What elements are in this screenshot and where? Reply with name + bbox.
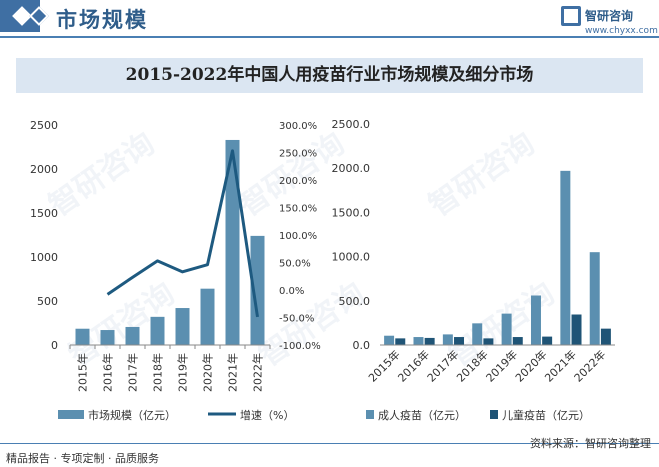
y-axis-tick-label: 1000.0 bbox=[332, 251, 371, 264]
x-axis-tick-label: 2017年 bbox=[424, 347, 461, 384]
y-axis-tick-label: 2000.0 bbox=[332, 162, 371, 175]
y-axis-tick-label: 500.0 bbox=[339, 295, 371, 308]
footer-divider bbox=[0, 443, 659, 444]
bar-adult bbox=[560, 170, 571, 345]
x-axis-tick-label: 2019年 bbox=[483, 347, 520, 384]
section-title: 市场规模 bbox=[56, 8, 148, 32]
bar-child bbox=[600, 328, 611, 345]
x-axis-tick-label: 2017年 bbox=[126, 353, 140, 392]
logo-icon bbox=[561, 6, 581, 26]
x-axis-tick-label: 2022年 bbox=[251, 353, 265, 392]
right-axis-tick-label: 50.0% bbox=[279, 259, 311, 270]
bar-child bbox=[512, 337, 523, 345]
header: 市场规模 智研咨询 www.chyxx.com bbox=[0, 0, 659, 40]
x-axis-tick-label: 2016年 bbox=[101, 353, 115, 392]
segment-chart: 0.0500.01000.01500.02000.02500.02015年201… bbox=[332, 118, 615, 422]
x-axis-tick-label: 2020年 bbox=[201, 353, 215, 392]
bar-adult bbox=[442, 334, 453, 345]
bar-adult bbox=[530, 295, 541, 345]
legend-label-adult: 成人疫苗（亿元） bbox=[378, 408, 466, 422]
bar-child bbox=[395, 338, 406, 345]
left-axis-tick-label: 1000 bbox=[30, 251, 58, 264]
footer: 精品报告 · 专项定制 · 品质服务 资料来源：智研咨询整理 bbox=[0, 437, 659, 467]
right-axis-tick-label: 100.0% bbox=[279, 231, 317, 242]
left-axis-tick-label: 1500 bbox=[30, 207, 58, 220]
right-axis-tick-label: 200.0% bbox=[279, 176, 317, 187]
x-axis-tick-label: 2022年 bbox=[571, 347, 608, 384]
left-axis-tick-label: 500 bbox=[37, 295, 58, 308]
bar-child bbox=[483, 338, 494, 345]
bar bbox=[225, 139, 240, 345]
header-divider bbox=[0, 36, 659, 38]
footer-tagline: 精品报告 · 专项定制 · 品质服务 bbox=[6, 452, 159, 465]
right-axis-tick-label: 300.0% bbox=[279, 121, 317, 132]
left-axis-tick-label: 2500 bbox=[30, 119, 58, 132]
y-axis-tick-label: 0.0 bbox=[353, 339, 371, 352]
bar bbox=[150, 316, 165, 345]
right-axis-tick-label: 0.0% bbox=[279, 286, 304, 297]
legend-swatch-child bbox=[490, 410, 498, 419]
bar-child bbox=[424, 337, 435, 345]
y-axis-tick-label: 1500.0 bbox=[332, 206, 371, 219]
bar bbox=[125, 326, 140, 345]
logo-name: 智研咨询 bbox=[585, 9, 634, 23]
bar bbox=[200, 288, 215, 345]
data-source: 资料来源：智研咨询整理 bbox=[530, 437, 651, 450]
legend-label-child: 儿童疫苗（亿元） bbox=[502, 408, 590, 422]
bar-adult bbox=[501, 313, 512, 345]
right-axis-tick-label: -100.0% bbox=[279, 341, 321, 352]
x-axis-tick-label: 2021年 bbox=[226, 353, 240, 392]
x-axis-tick-label: 2018年 bbox=[453, 347, 490, 384]
x-axis-tick-label: 2015年 bbox=[365, 347, 402, 384]
left-axis-tick-label: 2000 bbox=[30, 163, 58, 176]
bar bbox=[175, 308, 190, 345]
left-axis-tick-label: 0 bbox=[51, 339, 58, 352]
chart-title-box: 2015-2022年中国人用疫苗行业市场规模及细分市场 bbox=[16, 58, 643, 93]
bar-child bbox=[571, 314, 582, 345]
bar-adult bbox=[413, 337, 424, 345]
right-axis-tick-label: -50.0% bbox=[279, 314, 314, 325]
bar-child bbox=[454, 337, 465, 345]
growth-line bbox=[106, 149, 259, 318]
x-axis-tick-label: 2016年 bbox=[395, 347, 432, 384]
legend-label-growth: 增速（%） bbox=[240, 408, 294, 422]
logo-url: www.chyxx.com bbox=[585, 26, 658, 36]
x-axis-tick-label: 2020年 bbox=[512, 347, 549, 384]
bar bbox=[250, 235, 265, 345]
right-axis-tick-label: 150.0% bbox=[279, 204, 317, 215]
y-axis-tick-label: 2500.0 bbox=[332, 118, 371, 131]
bar-adult bbox=[472, 323, 483, 345]
brand-logo: 智研咨询 www.chyxx.com bbox=[561, 5, 658, 39]
bar bbox=[75, 328, 90, 345]
bar-child bbox=[542, 336, 553, 345]
legend-label-market-size: 市场规模（亿元） bbox=[88, 408, 176, 422]
right-axis-tick-label: 250.0% bbox=[279, 149, 317, 160]
x-axis-tick-label: 2015年 bbox=[76, 353, 90, 392]
chart-title: 2015-2022年中国人用疫苗行业市场规模及细分市场 bbox=[125, 65, 534, 85]
bar-adult bbox=[384, 335, 395, 345]
bar-adult bbox=[589, 252, 600, 345]
x-axis-tick-label: 2021年 bbox=[542, 347, 579, 384]
x-axis-tick-label: 2019年 bbox=[176, 353, 190, 392]
legend-swatch-adult bbox=[366, 410, 374, 419]
market-size-chart: 0 500 1000 1500 2000 2500 -100.0% -50.0% 0.0% 50.… bbox=[30, 119, 321, 422]
legend-swatch-market-size bbox=[58, 410, 84, 419]
x-axis-tick-label: 2018年 bbox=[151, 353, 165, 392]
bar bbox=[100, 330, 115, 345]
